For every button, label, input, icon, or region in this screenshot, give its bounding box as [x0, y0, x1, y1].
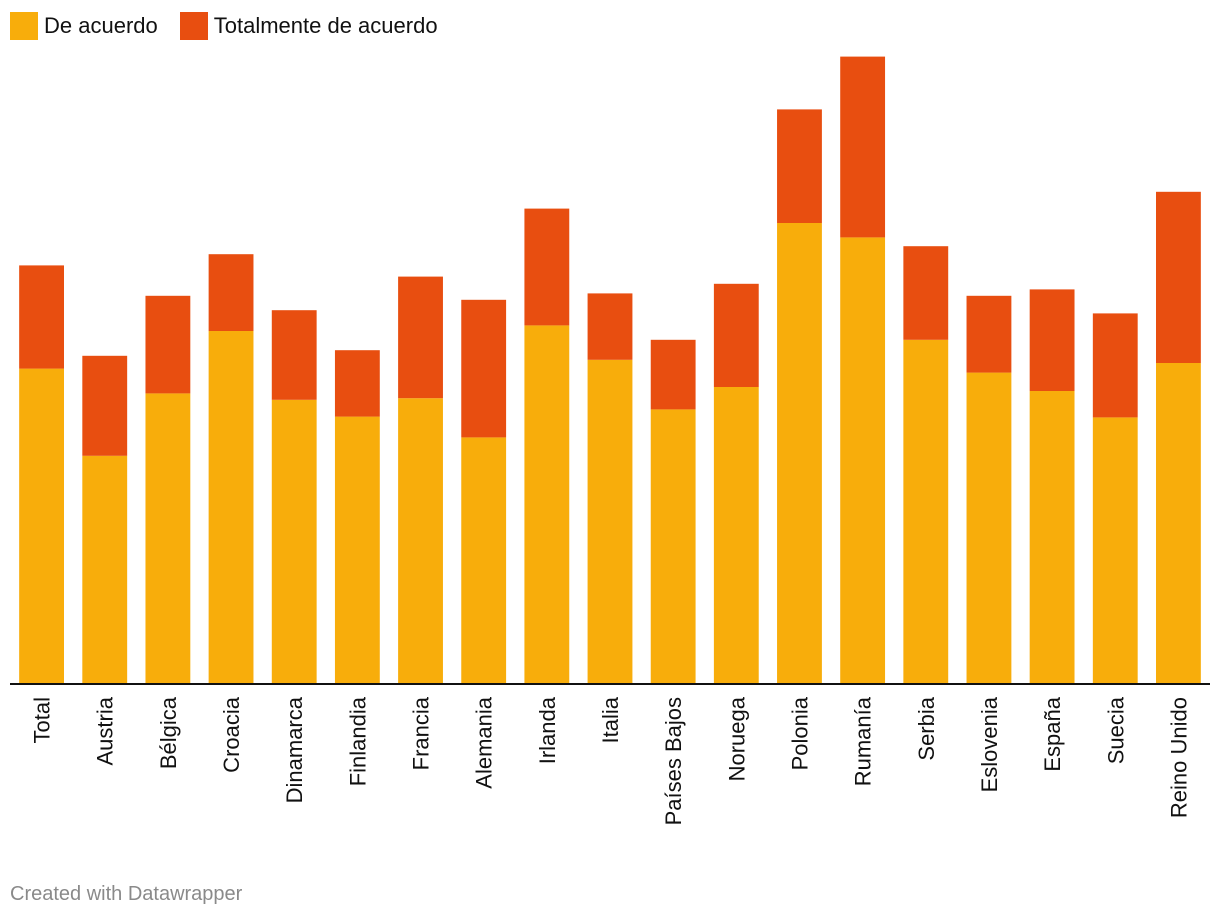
- bar-espana-totalmente-de-acuerdo: [1029, 289, 1075, 391]
- bar-espana-de-acuerdo: [1029, 391, 1075, 683]
- x-tick-label-eslovenia: Eslovenia: [977, 696, 1002, 792]
- bar-reino-unido-totalmente-de-acuerdo: [1156, 191, 1201, 363]
- bar-francia-de-acuerdo: [398, 398, 443, 683]
- bar-belgica-totalmente-de-acuerdo: [145, 295, 191, 394]
- bar-eslovenia-de-acuerdo: [966, 372, 1012, 683]
- x-tick-labels: Total Austria Bélgica Croacia Dinamarca Finla…: [30, 696, 1192, 825]
- x-tick-label-serbia: Serbia: [914, 696, 939, 760]
- bar-paises-bajos-de-acuerdo: [650, 409, 696, 683]
- bar-croacia-totalmente-de-acuerdo: [208, 254, 254, 331]
- x-tick-label-croacia: Croacia: [219, 696, 244, 773]
- bar-serbia-totalmente-de-acuerdo: [903, 246, 949, 340]
- legend-item-totalmente-de-acuerdo: Totalmente de acuerdo: [179, 12, 438, 40]
- bar-suecia-totalmente-de-acuerdo: [1092, 313, 1138, 418]
- bar-polonia-totalmente-de-acuerdo: [777, 109, 822, 223]
- bar-noruega-totalmente-de-acuerdo: [713, 283, 759, 387]
- x-tick-label-irlanda: Irlanda: [535, 696, 560, 764]
- legend-item-de-acuerdo: De acuerdo: [10, 12, 158, 40]
- bar-reino-unido-de-acuerdo: [1156, 363, 1201, 683]
- bar-paises-bajos-totalmente-de-acuerdo: [650, 339, 696, 410]
- x-tick-label-polonia: Polonia: [787, 696, 812, 770]
- bar-irlanda-totalmente-de-acuerdo: [524, 208, 570, 326]
- bar-austria-de-acuerdo: [82, 455, 128, 683]
- bar-dinamarca-de-acuerdo: [271, 399, 317, 683]
- bar-serbia-de-acuerdo: [903, 339, 949, 683]
- bar-italia-de-acuerdo: [587, 359, 633, 683]
- bar-finlandia-totalmente-de-acuerdo: [334, 350, 380, 417]
- x-tick-label-italia: Italia: [598, 696, 623, 743]
- bar-total-totalmente-de-acuerdo: [19, 265, 64, 369]
- bars-group: [19, 56, 1201, 683]
- bar-dinamarca-totalmente-de-acuerdo: [271, 310, 317, 400]
- legend-swatch-de-acuerdo: [10, 12, 38, 40]
- bar-italia-totalmente-de-acuerdo: [587, 293, 633, 360]
- bar-rumania-totalmente-de-acuerdo: [840, 56, 886, 238]
- x-tick-label-finlandia: Finlandia: [345, 696, 370, 786]
- bar-polonia-de-acuerdo: [777, 223, 822, 683]
- bar-francia-totalmente-de-acuerdo: [398, 276, 443, 399]
- bar-croacia-de-acuerdo: [208, 331, 254, 683]
- x-tick-label-espana: España: [1040, 696, 1065, 771]
- bar-rumania-de-acuerdo: [840, 237, 886, 683]
- datawrapper-credit: Created with Datawrapper: [10, 883, 243, 905]
- x-tick-label-suecia: Suecia: [1103, 696, 1128, 764]
- bar-noruega-de-acuerdo: [713, 387, 759, 683]
- chart-legend: De acuerdo Totalmente de acuerdo: [10, 12, 438, 40]
- x-tick-label-paises-bajos: Países Bajos: [661, 697, 686, 825]
- bar-finlandia-de-acuerdo: [334, 416, 380, 683]
- x-tick-label-belgica: Bélgica: [156, 696, 181, 769]
- x-tick-label-total: Total: [30, 697, 55, 743]
- bar-alemania-de-acuerdo: [461, 437, 507, 683]
- x-tick-label-alemania: Alemania: [472, 696, 497, 788]
- bar-belgica-de-acuerdo: [145, 393, 191, 683]
- x-tick-label-francia: Francia: [409, 696, 434, 770]
- bar-eslovenia-totalmente-de-acuerdo: [966, 295, 1012, 373]
- x-tick-label-noruega: Noruega: [724, 696, 749, 781]
- bar-irlanda-de-acuerdo: [524, 325, 570, 683]
- x-tick-label-dinamarca: Dinamarca: [282, 696, 307, 803]
- legend-label-totalmente-de-acuerdo: Totalmente de acuerdo: [213, 13, 438, 38]
- legend-label-de-acuerdo: De acuerdo: [44, 13, 158, 38]
- x-tick-label-reino-unido: Reino Unido: [1166, 697, 1191, 818]
- legend-swatch-totalmente-de-acuerdo: [179, 12, 208, 40]
- bar-alemania-totalmente-de-acuerdo: [461, 299, 507, 438]
- bar-suecia-de-acuerdo: [1092, 417, 1138, 683]
- bar-austria-totalmente-de-acuerdo: [82, 355, 128, 456]
- bar-total-de-acuerdo: [19, 368, 64, 683]
- x-tick-label-austria: Austria: [93, 696, 118, 765]
- x-tick-label-rumania: Rumanía: [851, 696, 876, 786]
